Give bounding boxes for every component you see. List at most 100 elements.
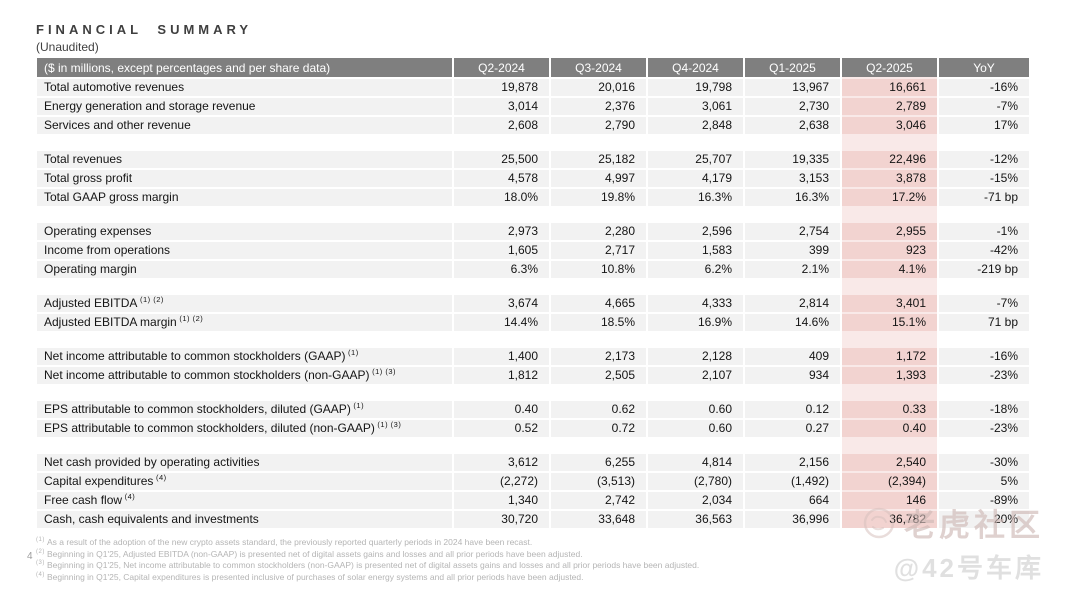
spacer-cell [745, 208, 840, 221]
footnote-line: (4) Beginning in Q1'25, Capital expendit… [36, 571, 584, 582]
cell-value: -12% [939, 151, 1029, 168]
table-row: Free cash flow (4) 1,340 2,742 2,034 664 146-… [37, 492, 1029, 509]
table-row: Services and other revenue 2,608 2,790 2,84… [37, 117, 1029, 134]
table-row: Net income attributable to common stockh… [37, 367, 1029, 384]
footnote-marker: (1) (3) [374, 420, 402, 429]
header-col-YoY: YoY [939, 58, 1029, 77]
section-spacer-row [37, 333, 1029, 346]
cell-value: 0.33 [842, 401, 937, 418]
financial-table-wrap: ($ in millions, except percentages and p… [35, 56, 1031, 530]
footnote-line: (3) Beginning in Q1'25, Net income attri… [36, 560, 700, 570]
row-label: Energy generation and storage revenue [37, 98, 452, 115]
row-label: Services and other revenue [37, 117, 452, 134]
cell-value: 71 bp [939, 314, 1029, 331]
header-col-Q3-2024: Q3-2024 [551, 58, 646, 77]
cell-value: 2,789 [842, 98, 937, 115]
section-spacer-row [37, 280, 1029, 293]
cell-value: 2,280 [551, 223, 646, 240]
section-spacer-row [37, 386, 1029, 399]
cell-value: 1,812 [454, 367, 549, 384]
spacer-cell [939, 280, 1029, 293]
spacer-cell [648, 333, 743, 346]
cell-value: 2,034 [648, 492, 743, 509]
row-label: Adjusted EBITDA (1) (2) [37, 295, 452, 312]
cell-value: 2,128 [648, 348, 743, 365]
spacer-cell [842, 136, 937, 149]
cell-value: (3,513) [551, 473, 646, 490]
cell-value: 0.52 [454, 420, 549, 437]
cell-value: 4,997 [551, 170, 646, 187]
spacer-cell [37, 386, 452, 399]
cell-value: 0.62 [551, 401, 646, 418]
cell-value: 18.0% [454, 189, 549, 206]
table-row: Total revenues 25,500 25,182 25,707 19,335 22… [37, 151, 1029, 168]
spacer-cell [648, 439, 743, 452]
spacer-cell [939, 333, 1029, 346]
row-label: Income from operations [37, 242, 452, 259]
header-col-Q2-2024: Q2-2024 [454, 58, 549, 77]
cell-value: -15% [939, 170, 1029, 187]
cell-value: (1,492) [745, 473, 840, 490]
cell-value: 6.3% [454, 261, 549, 278]
cell-value: 19.8% [551, 189, 646, 206]
cell-value: -23% [939, 367, 1029, 384]
cell-value: 10.8% [551, 261, 646, 278]
table-header: ($ in millions, except percentages and p… [37, 58, 1029, 77]
spacer-cell [551, 439, 646, 452]
cell-value: 1,583 [648, 242, 743, 259]
cell-value: 2,742 [551, 492, 646, 509]
cell-value: 934 [745, 367, 840, 384]
cell-value: -71 bp [939, 189, 1029, 206]
spacer-cell [37, 208, 452, 221]
cell-value: 1,400 [454, 348, 549, 365]
spacer-cell [745, 386, 840, 399]
cell-value: 2,505 [551, 367, 646, 384]
cell-value: 409 [745, 348, 840, 365]
spacer-cell [939, 208, 1029, 221]
cell-value: 0.60 [648, 401, 743, 418]
spacer-cell [648, 280, 743, 293]
footnote-marker: (1) [350, 401, 365, 410]
footnote-marker: (1) (2) [137, 295, 164, 304]
spacer-cell [37, 333, 452, 346]
spacer-cell [745, 136, 840, 149]
financial-summary-table: ($ in millions, except percentages and p… [35, 56, 1031, 530]
footnote-number: (1) [36, 537, 47, 544]
cell-value: 2,848 [648, 117, 743, 134]
cell-value: 3,046 [842, 117, 937, 134]
cell-value: 19,335 [745, 151, 840, 168]
footnote-marker: (1) (3) [369, 367, 396, 376]
cell-value: 2,973 [454, 223, 549, 240]
cell-value: 0.60 [648, 420, 743, 437]
cell-value: 36,782 [842, 511, 937, 528]
row-label: Free cash flow (4) [37, 492, 452, 509]
cell-value: 3,878 [842, 170, 937, 187]
row-label: Cash, cash equivalents and investments [37, 511, 452, 528]
cell-value: 13,967 [745, 79, 840, 96]
row-label: Net cash provided by operating activitie… [37, 454, 452, 471]
cell-value: 2,107 [648, 367, 743, 384]
table-row: Operating margin 6.3% 10.8% 6.2% 2.1% 4.1% -21… [37, 261, 1029, 278]
footnote-number: (3) [36, 560, 47, 567]
cell-value: -7% [939, 98, 1029, 115]
cell-value: 2,376 [551, 98, 646, 115]
footnote-number: (2) [36, 548, 47, 555]
cell-value: 22,496 [842, 151, 937, 168]
spacer-cell [551, 280, 646, 293]
row-label: Adjusted EBITDA margin (1) (2) [37, 314, 452, 331]
spacer-cell [745, 439, 840, 452]
row-label: Total automotive revenues [37, 79, 452, 96]
row-label: Total gross profit [37, 170, 452, 187]
footnotes: (1) As a result of the adoption of the n… [36, 537, 699, 583]
spacer-cell [745, 280, 840, 293]
footnote-marker: (4) [122, 492, 136, 501]
footnote-line: (2) Beginning in Q1'25, Adjusted EBITDA … [36, 548, 583, 559]
cell-value: 3,401 [842, 295, 937, 312]
cell-value: -30% [939, 454, 1029, 471]
row-label: EPS attributable to common stockholders,… [37, 401, 452, 418]
cell-value: 36,996 [745, 511, 840, 528]
spacer-cell [454, 333, 549, 346]
footnote-marker: (1) (2) [176, 314, 204, 323]
cell-value: 923 [842, 242, 937, 259]
spacer-cell [454, 280, 549, 293]
